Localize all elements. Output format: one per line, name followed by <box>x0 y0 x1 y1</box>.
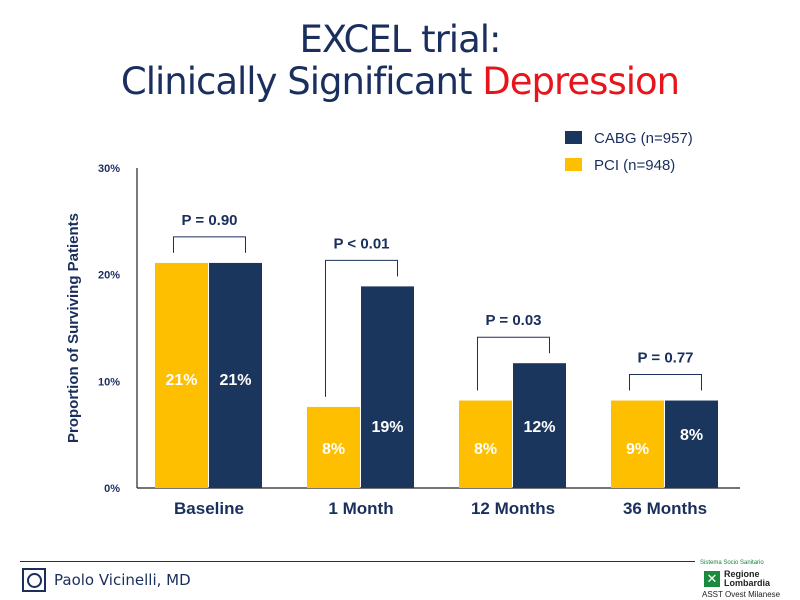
y-axis-label: Proportion of Surviving Patients <box>65 213 82 443</box>
data-label: 8% <box>322 441 345 458</box>
data-label: 21% <box>165 372 197 389</box>
legend-label: CABG (n=957) <box>594 130 693 147</box>
p-value-bracket <box>325 259 398 397</box>
x-tick-label: Baseline <box>174 499 244 518</box>
org-system: Sistema Socio Sanitario <box>700 560 764 566</box>
slide-title-line1: EXCEL trial: <box>299 18 501 61</box>
bar-pci <box>155 262 208 488</box>
y-tick-label: 10% <box>98 376 120 388</box>
circle-logo-icon <box>22 568 46 592</box>
y-tick-label: 30% <box>98 163 120 175</box>
bar-cabg <box>513 363 566 488</box>
org-unit: ASST Ovest Milanese <box>702 590 781 599</box>
org-logo: Sistema Socio Sanitario ✕ Regione Lombard… <box>700 560 800 599</box>
data-label: 21% <box>219 372 251 389</box>
footer-divider <box>20 561 695 562</box>
x-tick-label: 36 Months <box>623 499 707 518</box>
p-value-bracket <box>629 374 702 391</box>
y-tick-label: 0% <box>104 483 120 495</box>
data-label: 8% <box>474 441 497 458</box>
p-value-label: P = 0.77 <box>637 350 693 367</box>
org-region: Regione Lombardia <box>724 569 771 588</box>
bar-cabg <box>209 262 262 488</box>
region-cross-icon: ✕ <box>704 571 720 587</box>
slide-title-line2: Clinically Significant Depression <box>0 62 800 102</box>
y-tick-label: 20% <box>98 270 120 282</box>
x-tick-label: 1 Month <box>328 499 393 518</box>
legend-swatch <box>565 158 582 171</box>
bar-chart: 0% 10% 20% 30% Proportion of Surviving Patie… <box>65 130 740 518</box>
title-highlight: Depression <box>482 60 680 103</box>
p-value-bracket <box>173 236 246 253</box>
p-value-label: P < 0.01 <box>333 235 389 252</box>
bar-pci <box>307 406 360 488</box>
x-tick-label: 12 Months <box>471 499 555 518</box>
p-value-bracket <box>477 336 550 391</box>
legend-label: PCI (n=948) <box>594 157 675 174</box>
p-value-label: P = 0.03 <box>485 312 541 329</box>
legend-swatch <box>565 131 582 144</box>
title-prefix: Clinically Significant <box>120 60 483 103</box>
bar-cabg <box>361 286 414 488</box>
p-value-label: P = 0.90 <box>181 212 237 229</box>
author-name: Paolo Vicinelli, MD <box>54 571 191 589</box>
data-label: 8% <box>680 427 703 444</box>
data-label: 12% <box>523 419 555 436</box>
bar-cabg <box>665 400 718 488</box>
bar-pci <box>459 400 512 488</box>
data-label: 9% <box>626 441 649 458</box>
bar-pci <box>611 400 664 488</box>
data-label: 19% <box>371 419 403 436</box>
